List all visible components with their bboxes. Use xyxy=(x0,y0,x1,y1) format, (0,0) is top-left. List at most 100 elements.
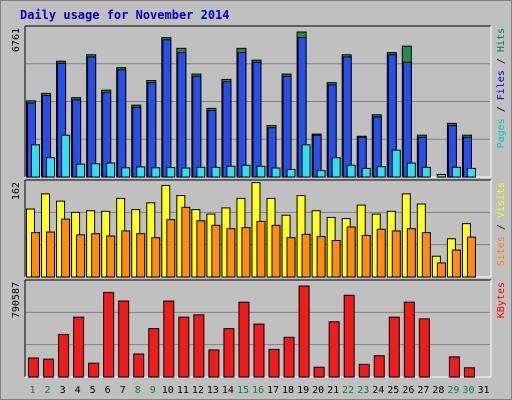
day-label-22: 22 xyxy=(342,385,354,396)
bar-kbytes-day-21 xyxy=(328,321,340,378)
bar-pages-day-10 xyxy=(166,167,176,178)
bar-kbytes-day-29 xyxy=(448,356,460,378)
day-label-12: 12 xyxy=(192,385,204,396)
day-label-7: 7 xyxy=(120,385,126,396)
bar-pages-day-8 xyxy=(136,166,146,178)
bar-pages-day-30 xyxy=(466,167,476,178)
bar-sites-day-30 xyxy=(466,236,476,278)
bar-pages-day-2 xyxy=(46,157,56,178)
bar-pages-day-4 xyxy=(76,163,86,178)
bar-kbytes-day-26 xyxy=(403,301,415,378)
bar-kbytes-day-6 xyxy=(103,291,115,378)
day-label-11: 11 xyxy=(177,385,189,396)
bar-files-day-15 xyxy=(237,52,247,178)
bar-kbytes-day-1 xyxy=(28,357,39,378)
bar-kbytes-day-16 xyxy=(253,323,265,378)
legend-entry: / xyxy=(496,52,507,70)
bar-sites-day-21 xyxy=(331,239,341,278)
day-label-24: 24 xyxy=(372,385,384,396)
bar-kbytes-day-23 xyxy=(358,363,370,378)
chart-title: Daily usage for November 2014 xyxy=(20,8,230,22)
chart-panels: 6761 Pages / Files / Hits 162 Sites / Visit… xyxy=(11,25,507,378)
bar-sites-day-2 xyxy=(46,231,56,278)
day-label-27: 27 xyxy=(417,385,429,396)
bar-files-day-12 xyxy=(192,75,202,178)
day-label-25: 25 xyxy=(387,385,399,396)
bar-kbytes-day-25 xyxy=(388,316,400,378)
bar-files-day-16 xyxy=(252,61,262,178)
bar-sites-day-22 xyxy=(346,226,356,278)
bar-pages-day-13 xyxy=(211,166,221,178)
bar-files-day-18 xyxy=(282,75,292,178)
legend-entry: Sites xyxy=(496,236,507,266)
bar-sites-day-23 xyxy=(361,234,371,278)
bar-kbytes-day-18 xyxy=(283,336,295,378)
day-label-5: 5 xyxy=(90,385,96,396)
bar-kbytes-day-27 xyxy=(418,318,430,378)
bar-kbytes-day-22 xyxy=(343,294,355,378)
panel-sites-visits: 162 Sites / Visits xyxy=(11,179,507,278)
day-label-29: 29 xyxy=(447,385,459,396)
bar-sites-day-19 xyxy=(301,233,311,278)
bar-kbytes-day-11 xyxy=(178,316,190,378)
bar-pages-day-9 xyxy=(151,167,161,178)
bar-files-day-9 xyxy=(147,82,157,178)
bar-pages-day-20 xyxy=(316,170,326,178)
day-label-2: 2 xyxy=(45,385,51,396)
bar-sites-day-29 xyxy=(451,249,461,278)
bar-pages-day-28 xyxy=(436,173,446,178)
bar-sites-day-10 xyxy=(166,219,176,278)
bar-kbytes-day-9 xyxy=(148,328,160,378)
bar-pages-day-17 xyxy=(271,167,281,178)
bar-kbytes-day-19 xyxy=(298,285,310,378)
bar-kbytes-day-15 xyxy=(238,301,250,378)
bar-pages-day-6 xyxy=(106,162,116,178)
bar-kbytes-day-30 xyxy=(463,367,475,378)
bar-pages-day-19 xyxy=(301,144,311,178)
legend-entry: / xyxy=(496,218,507,236)
bar-kbytes-day-7 xyxy=(118,300,130,378)
bar-pages-day-29 xyxy=(451,166,461,178)
bar-pages-day-11 xyxy=(181,167,191,178)
bar-sites-day-1 xyxy=(31,232,40,278)
bar-sites-day-9 xyxy=(151,237,161,278)
bar-files-day-7 xyxy=(117,69,127,178)
bar-sites-day-28 xyxy=(436,262,446,278)
bar-pages-day-21 xyxy=(331,157,341,178)
day-label-21: 21 xyxy=(327,385,339,396)
day-label-17: 17 xyxy=(267,385,279,396)
series-legend: KBytes xyxy=(496,282,507,318)
legend-entry: Visits xyxy=(496,182,507,218)
bar-kbytes-day-8 xyxy=(133,353,145,378)
bar-pages-day-1 xyxy=(31,144,40,178)
bar-files-day-11 xyxy=(177,52,187,178)
day-label-28: 28 xyxy=(432,385,444,396)
day-label-16: 16 xyxy=(252,385,264,396)
bar-pages-day-16 xyxy=(256,165,266,178)
bar-pages-day-5 xyxy=(91,163,101,178)
bar-pages-day-26 xyxy=(406,162,416,178)
bar-kbytes-day-20 xyxy=(313,366,325,378)
bar-sites-day-20 xyxy=(316,236,326,278)
bar-pages-day-18 xyxy=(286,168,296,178)
bar-files-day-5 xyxy=(87,56,97,178)
day-label-1: 1 xyxy=(30,385,36,396)
bar-kbytes-day-5 xyxy=(88,362,100,378)
bar-sites-day-8 xyxy=(136,233,146,278)
day-label-9: 9 xyxy=(150,385,156,396)
bar-sites-day-17 xyxy=(271,224,281,278)
legend-entry: Pages xyxy=(496,118,507,148)
bar-sites-day-27 xyxy=(421,232,431,278)
bar-sites-day-7 xyxy=(121,230,131,278)
legend-entry: KBytes xyxy=(496,282,507,318)
bar-sites-day-3 xyxy=(61,218,71,278)
bar-pages-day-12 xyxy=(196,166,206,178)
legend-entry: Hits xyxy=(496,28,507,52)
bar-sites-day-25 xyxy=(391,230,401,278)
series-legend: Sites / Visits xyxy=(496,182,507,266)
bar-sites-day-12 xyxy=(196,220,206,278)
bar-pages-day-3 xyxy=(61,134,71,178)
bar-files-day-22 xyxy=(342,56,352,178)
bar-kbytes-day-10 xyxy=(163,300,175,378)
bar-pages-day-15 xyxy=(241,164,251,178)
